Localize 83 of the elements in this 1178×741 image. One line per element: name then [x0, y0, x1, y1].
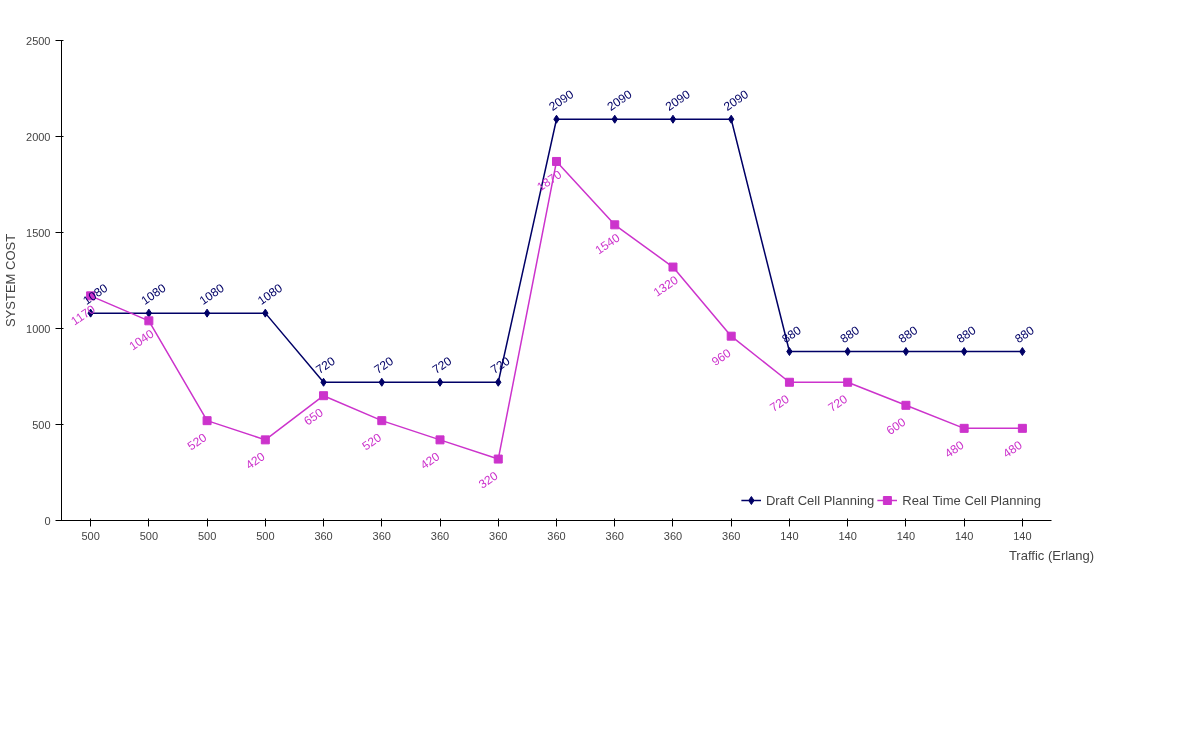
x-tick-label: 140	[896, 529, 916, 542]
data-label: 720	[767, 391, 792, 415]
point	[1017, 423, 1027, 433]
point	[260, 435, 270, 445]
x-tick-label: 360	[372, 529, 391, 542]
y-tick-label: 2500	[26, 34, 51, 47]
data-label: 320	[476, 468, 501, 492]
data-label: 650	[301, 405, 327, 429]
y-axis-title: SYSTEM COST	[3, 233, 19, 328]
point	[377, 416, 387, 426]
x-tick-label: 500	[81, 529, 100, 542]
x-tick-label: 360	[430, 529, 450, 542]
y-tick-label: 0	[44, 514, 51, 527]
point	[902, 347, 910, 357]
x-axis-title: Traffic (Erlang)	[1008, 547, 1095, 563]
x-tick-label: 360	[605, 529, 624, 542]
point	[960, 347, 968, 357]
data-label: 420	[243, 449, 268, 473]
y-tick-label: 500	[32, 418, 51, 431]
data-label: 600	[883, 414, 909, 438]
point	[553, 114, 560, 124]
data-label: 480	[941, 437, 967, 461]
data-label: 880	[779, 322, 804, 347]
point	[203, 308, 211, 318]
x-tick-label: 360	[547, 529, 566, 542]
point	[552, 156, 561, 166]
data-label: 1540	[592, 230, 623, 258]
point	[610, 220, 620, 230]
x-tick-label: 360	[489, 529, 508, 542]
legend-label: Real Time Cell Planning	[902, 492, 1041, 508]
point	[669, 114, 677, 124]
point	[320, 377, 327, 387]
data-label: 1870	[534, 167, 565, 194]
data-label: 880	[895, 322, 921, 347]
data-label: 1040	[126, 326, 157, 354]
point	[378, 377, 385, 387]
legend-label: Draft Cell Planning	[765, 492, 875, 508]
point	[844, 347, 851, 357]
x-tick-label: 140	[780, 529, 799, 542]
data-label: 720	[488, 353, 513, 377]
data-label: 960	[708, 345, 734, 369]
y-tick-label: 1000	[26, 322, 51, 335]
point	[901, 400, 911, 410]
point	[843, 377, 853, 387]
point	[786, 347, 793, 357]
data-label: 420	[417, 449, 443, 473]
x-tick-label: 140	[954, 529, 974, 542]
data-label: 720	[371, 353, 397, 377]
x-tick-label: 140	[838, 529, 857, 542]
y-tick-label: 2000	[26, 130, 51, 143]
data-label: 520	[359, 430, 385, 454]
data-label: 520	[184, 430, 210, 454]
point	[436, 377, 444, 387]
point	[611, 114, 618, 124]
point	[728, 114, 735, 124]
x-tick-label: 500	[197, 529, 217, 542]
point	[319, 391, 329, 401]
x-tick-label: 500	[139, 529, 159, 542]
x-tick-label: 360	[663, 529, 683, 542]
point	[493, 454, 503, 464]
data-label: 880	[953, 322, 979, 347]
data-label: 720	[313, 353, 339, 377]
data-label: 480	[1000, 437, 1025, 461]
y-tick-label: 1500	[26, 226, 51, 239]
x-tick-label: 140	[1013, 529, 1032, 542]
point	[784, 377, 794, 387]
point	[1019, 347, 1026, 357]
x-tick-label: 500	[256, 529, 275, 542]
data-label: 880	[837, 322, 863, 347]
data-label: 720	[825, 391, 851, 415]
data-label: 720	[429, 353, 455, 377]
point	[668, 262, 678, 272]
point	[959, 423, 969, 433]
point	[144, 316, 154, 326]
point	[145, 308, 153, 318]
point	[495, 377, 502, 387]
x-tick-label: 360	[722, 529, 741, 542]
point	[262, 308, 269, 318]
point	[726, 331, 736, 341]
x-tick-label: 360	[314, 529, 333, 542]
data-label: 880	[1012, 322, 1037, 347]
point	[435, 435, 445, 445]
point	[202, 416, 212, 426]
